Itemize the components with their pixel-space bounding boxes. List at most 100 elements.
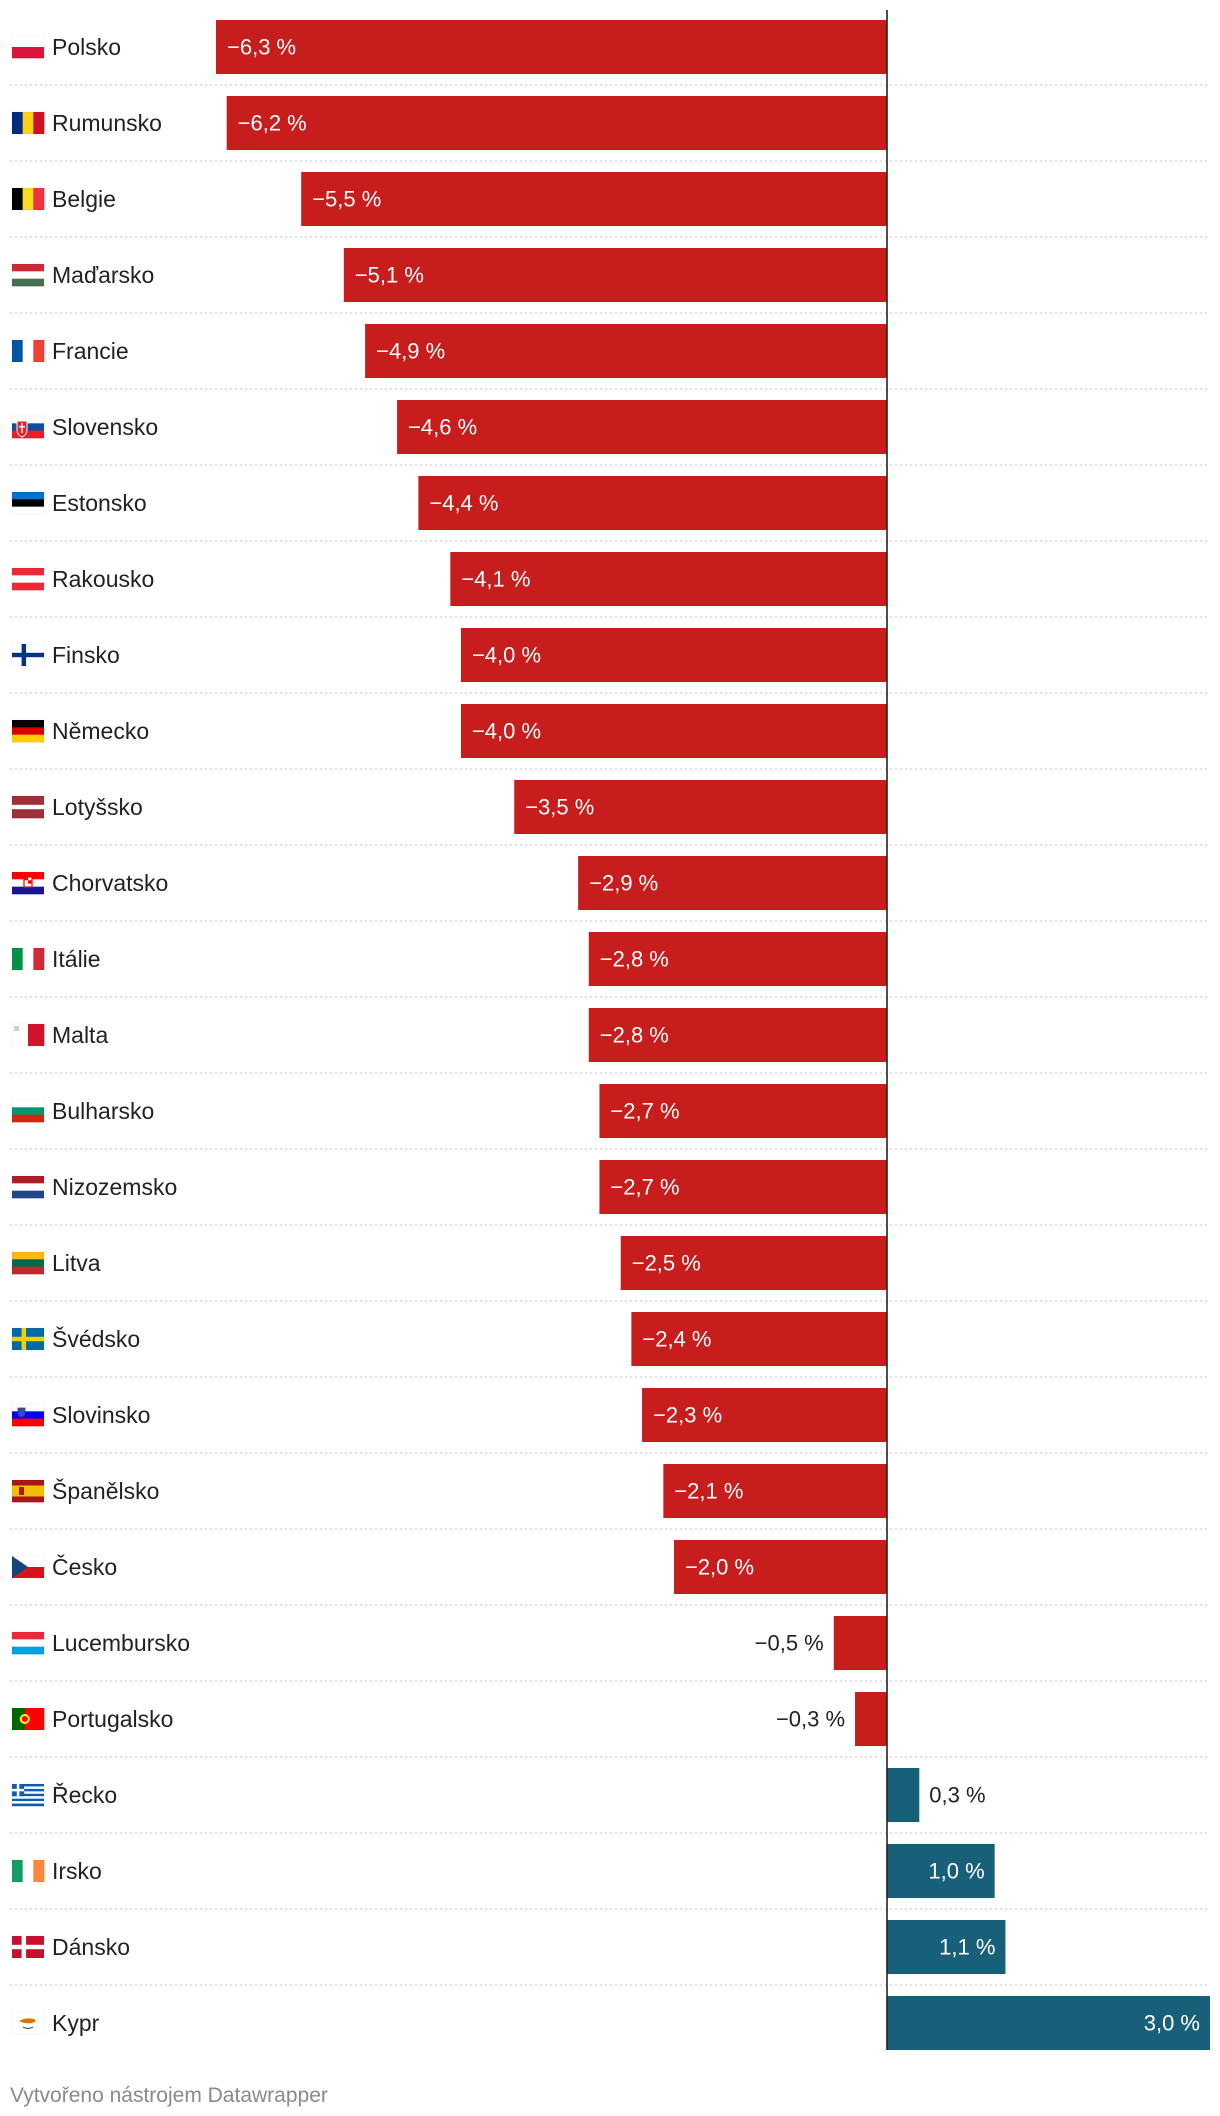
flag-dk-icon <box>11 1935 45 1959</box>
bar-hr <box>578 856 887 910</box>
flag-at-icon <box>11 567 45 591</box>
bar-fr <box>365 324 888 378</box>
flag-es-icon <box>11 1479 45 1503</box>
bar-cz <box>673 1540 887 1594</box>
flag-ee-icon <box>11 491 45 515</box>
category-label: Belgie <box>52 186 116 212</box>
value-label: 1,0 % <box>928 1859 984 1884</box>
flag-hu-icon <box>11 263 45 287</box>
bar-pt <box>855 1692 887 1746</box>
bar-se <box>631 1312 887 1366</box>
category-label: Řecko <box>52 1782 117 1808</box>
category-label: Irsko <box>52 1858 102 1884</box>
category-label: Bulharsko <box>52 1098 154 1124</box>
flag-lt-icon <box>11 1251 45 1275</box>
category-label: Portugalsko <box>52 1706 173 1732</box>
value-label: −3,5 % <box>525 795 594 820</box>
value-label: −2,9 % <box>589 871 658 896</box>
flag-fr-icon <box>11 339 45 363</box>
value-label: −0,3 % <box>776 1707 845 1732</box>
flag-ie-icon <box>11 1859 45 1883</box>
value-label: −4,6 % <box>408 415 477 440</box>
category-label: Německo <box>52 718 149 744</box>
bar-chart: Polsko −6,3 % Rumunsko −6,2 % Belgie −5,5 % Ma… <box>10 10 1210 2050</box>
bar-cy <box>887 1996 1210 2050</box>
category-label: Finsko <box>52 642 120 668</box>
flag-gr-icon <box>11 1783 45 1807</box>
value-label: 1,1 % <box>939 1935 995 1960</box>
category-label: Rumunsko <box>52 110 162 136</box>
category-label: Litva <box>52 1250 101 1276</box>
bar-ie <box>887 1844 995 1898</box>
category-label: Chorvatsko <box>52 870 168 896</box>
bar-lv <box>514 780 887 834</box>
value-label: −2,1 % <box>674 1479 743 1504</box>
category-label: Španělsko <box>52 1477 159 1504</box>
bar-lu <box>833 1616 887 1670</box>
category-label: Malta <box>52 1022 108 1048</box>
value-label: −2,7 % <box>610 1099 679 1124</box>
flag-lv-icon <box>11 795 45 819</box>
bar-si <box>642 1388 887 1442</box>
value-label: −2,4 % <box>642 1327 711 1352</box>
bar-hu <box>343 248 887 302</box>
value-label: −5,5 % <box>312 187 381 212</box>
category-label: Polsko <box>52 34 121 60</box>
category-label: Estonsko <box>52 490 147 516</box>
value-label: −2,5 % <box>632 1251 701 1276</box>
flag-it-icon <box>11 947 45 971</box>
category-label: Rakousko <box>52 566 154 592</box>
category-label: Kypr <box>52 2010 100 2036</box>
category-label: Itálie <box>52 946 101 972</box>
flag-sk-icon <box>11 415 45 439</box>
value-label: −2,3 % <box>653 1403 722 1428</box>
flag-pl-icon <box>11 35 45 59</box>
bar-lt <box>620 1236 887 1290</box>
category-label: Lucembursko <box>52 1630 190 1656</box>
value-label: −5,1 % <box>355 263 424 288</box>
category-label: Švédsko <box>52 1325 140 1352</box>
bar-it <box>588 932 887 986</box>
value-label: −2,8 % <box>600 1023 669 1048</box>
bar-at <box>450 552 887 606</box>
bar-bg <box>599 1084 887 1138</box>
flag-de-icon <box>11 719 45 743</box>
category-label: Francie <box>52 338 129 364</box>
value-label: −4,4 % <box>429 491 498 516</box>
value-label: −4,1 % <box>461 567 530 592</box>
category-label: Maďarsko <box>52 262 154 288</box>
flag-se-icon <box>11 1327 45 1351</box>
category-label: Česko <box>52 1553 117 1580</box>
flag-cz-icon <box>11 1555 45 1579</box>
value-label: 3,0 % <box>1144 2011 1200 2036</box>
bar-dk <box>887 1920 1006 1974</box>
bar-pl <box>216 20 887 74</box>
bar-ro <box>226 96 888 150</box>
bar-fi <box>460 628 887 682</box>
category-label: Slovinsko <box>52 1402 150 1428</box>
category-label: Dánsko <box>52 1934 130 1960</box>
flag-cy-icon <box>11 2011 45 2035</box>
flag-pt-icon <box>11 1707 45 1731</box>
bar-ee <box>418 476 887 530</box>
bar-mt <box>588 1008 887 1062</box>
value-label: −6,3 % <box>227 35 296 60</box>
value-label: −2,7 % <box>610 1175 679 1200</box>
flag-lu-icon <box>11 1631 45 1655</box>
flag-be-icon <box>11 187 45 211</box>
value-label: −4,0 % <box>472 719 541 744</box>
category-label: Lotyšsko <box>52 794 143 820</box>
flag-bg-icon <box>11 1099 45 1123</box>
value-label: −0,5 % <box>755 1631 824 1656</box>
value-label: −4,0 % <box>472 643 541 668</box>
bar-gr <box>887 1768 920 1822</box>
value-label: −6,2 % <box>238 111 307 136</box>
bar-be <box>301 172 887 226</box>
value-label: −2,8 % <box>600 947 669 972</box>
value-label: 0,3 % <box>929 1783 985 1808</box>
bar-sk <box>397 400 887 454</box>
datawrapper-credit: Vytvořeno nástrojem Datawrapper <box>10 2084 328 2107</box>
bar-nl <box>599 1160 887 1214</box>
flag-mt-icon <box>11 1023 45 1047</box>
bar-de <box>460 704 887 758</box>
